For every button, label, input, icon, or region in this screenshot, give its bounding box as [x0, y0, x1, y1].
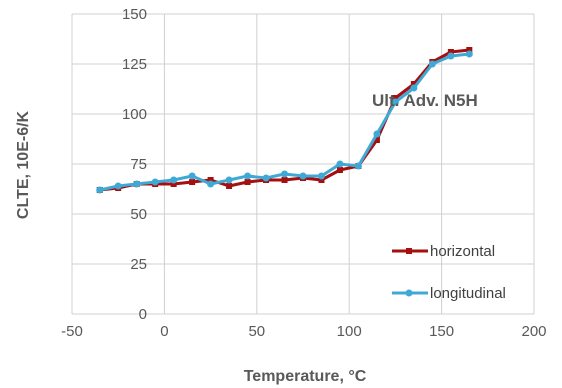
data-point-longitudinal	[354, 162, 362, 170]
data-point-longitudinal	[207, 180, 215, 188]
data-point-longitudinal	[465, 50, 473, 58]
data-point-longitudinal	[281, 170, 289, 178]
data-point-longitudinal	[151, 178, 159, 186]
y-tick-label: 100	[122, 106, 147, 123]
data-point-longitudinal	[188, 172, 196, 180]
data-point-longitudinal	[391, 98, 399, 106]
legend-marker	[406, 248, 412, 254]
y-tick-label: 25	[130, 256, 147, 273]
series-longitudinal	[96, 50, 473, 194]
data-point-horizontal	[189, 179, 196, 185]
x-tick-label: 150	[429, 323, 454, 340]
data-point-longitudinal	[170, 176, 178, 184]
data-point-horizontal	[244, 179, 251, 185]
y-tick-label: 50	[130, 206, 147, 223]
data-point-horizontal	[281, 177, 288, 183]
data-point-horizontal	[373, 137, 380, 143]
data-point-horizontal	[336, 167, 343, 173]
legend: horizontal longitudinal	[392, 243, 506, 302]
data-point-horizontal	[392, 95, 399, 101]
legend-label: horizontal	[430, 243, 495, 260]
data-point-longitudinal	[262, 174, 270, 182]
x-tick-label: -50	[61, 323, 83, 340]
data-point-horizontal	[318, 177, 325, 183]
y-tick-label: 125	[122, 56, 147, 73]
series-line-horizontal	[99, 48, 470, 192]
data-point-horizontal	[207, 177, 214, 183]
legend-marker	[405, 289, 413, 297]
data-point-horizontal	[410, 81, 417, 87]
y-axis-title: CLTE, 10E-6/K	[15, 110, 32, 219]
data-point-horizontal	[466, 47, 473, 53]
data-point-longitudinal	[133, 180, 141, 188]
x-tick-label: 100	[337, 323, 362, 340]
legend-item-longitudinal: longitudinal	[392, 285, 506, 302]
x-tick-labels: -50 0 50 100 150 200	[61, 323, 546, 340]
y-tick-labels: 0 25 50 75 100 125 150	[122, 6, 147, 323]
chart-annotation: Ult. Adv. N5H	[372, 91, 478, 110]
legend-item-horizontal: horizontal	[392, 243, 495, 260]
x-tick-label: 50	[248, 323, 265, 340]
data-point-longitudinal	[373, 130, 381, 138]
data-point-longitudinal	[317, 172, 325, 180]
y-tick-label: 0	[139, 306, 147, 323]
data-point-longitudinal	[114, 182, 122, 190]
y-tick-label: 75	[130, 156, 147, 173]
data-point-horizontal	[170, 181, 177, 187]
series-line-longitudinal	[99, 52, 470, 192]
x-axis-title: Temperature, °C	[244, 368, 367, 385]
data-point-longitudinal	[244, 172, 252, 180]
grid	[71, 13, 535, 315]
x-tick-label: 0	[160, 323, 168, 340]
x-tick-label: 200	[521, 323, 546, 340]
data-point-longitudinal	[428, 60, 436, 68]
legend-label: longitudinal	[430, 285, 506, 302]
data-point-longitudinal	[225, 176, 233, 184]
data-point-longitudinal	[299, 172, 307, 180]
data-point-horizontal	[226, 183, 233, 189]
data-point-horizontal	[447, 49, 454, 55]
y-tick-label: 150	[122, 6, 147, 23]
series-group	[96, 47, 473, 194]
data-point-longitudinal	[447, 52, 455, 60]
data-point-longitudinal	[336, 160, 344, 168]
data-point-longitudinal	[410, 84, 418, 92]
data-point-longitudinal	[96, 186, 104, 194]
